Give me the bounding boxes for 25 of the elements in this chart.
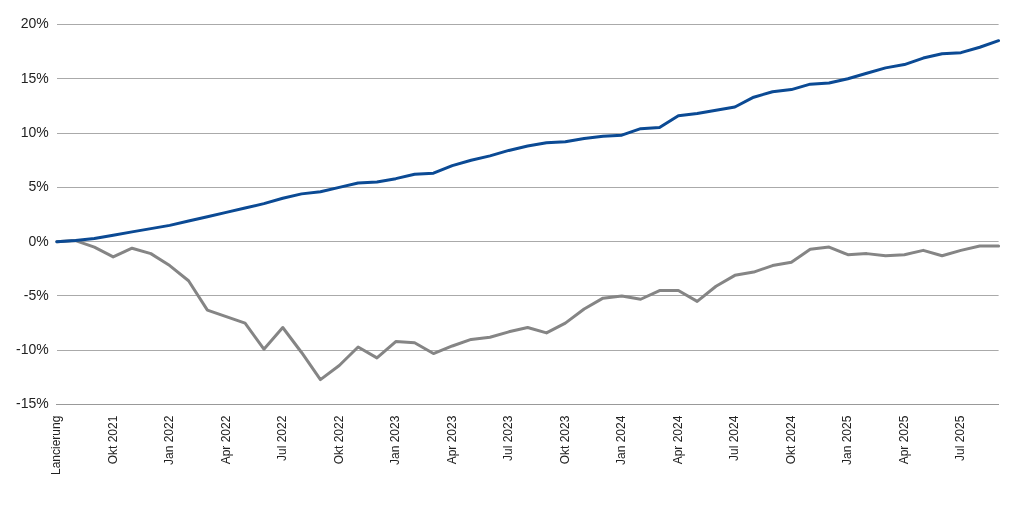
y-tick-label: 20% — [20, 15, 49, 32]
x-tick-label: Jul 2024 — [727, 415, 742, 461]
x-tick-label: Jan 2024 — [614, 415, 629, 466]
x-tick-label: Jan 2023 — [388, 415, 403, 466]
y-tick-label: -15% — [16, 395, 49, 412]
x-tick-label: Okt 2021 — [105, 415, 120, 465]
y-tick-label: 0% — [28, 232, 49, 249]
x-tick-label: Apr 2025 — [896, 415, 911, 465]
x-tick-label: Jan 2025 — [840, 415, 855, 466]
y-tick-label: 10% — [20, 123, 49, 140]
y-tick-label: 15% — [20, 69, 49, 86]
x-tick-label: Apr 2022 — [218, 415, 233, 465]
x-tick-label: Okt 2022 — [331, 415, 346, 465]
x-tick-label: Apr 2023 — [444, 415, 459, 465]
x-tick-label: Jul 2025 — [953, 415, 968, 461]
x-tick-label: Okt 2024 — [783, 415, 798, 465]
y-tick-label: -5% — [23, 286, 49, 303]
y-tick-label: -10% — [16, 341, 49, 358]
y-tick-label: 5% — [28, 178, 49, 195]
x-tick-label: Jul 2022 — [275, 415, 290, 461]
x-tick-label: Jan 2022 — [162, 415, 177, 466]
x-tick-label: Lancierung — [49, 415, 63, 476]
x-tick-label: Apr 2024 — [670, 415, 685, 465]
x-tick-label: Okt 2023 — [557, 415, 572, 465]
x-tick-label: Jul 2023 — [501, 415, 516, 461]
